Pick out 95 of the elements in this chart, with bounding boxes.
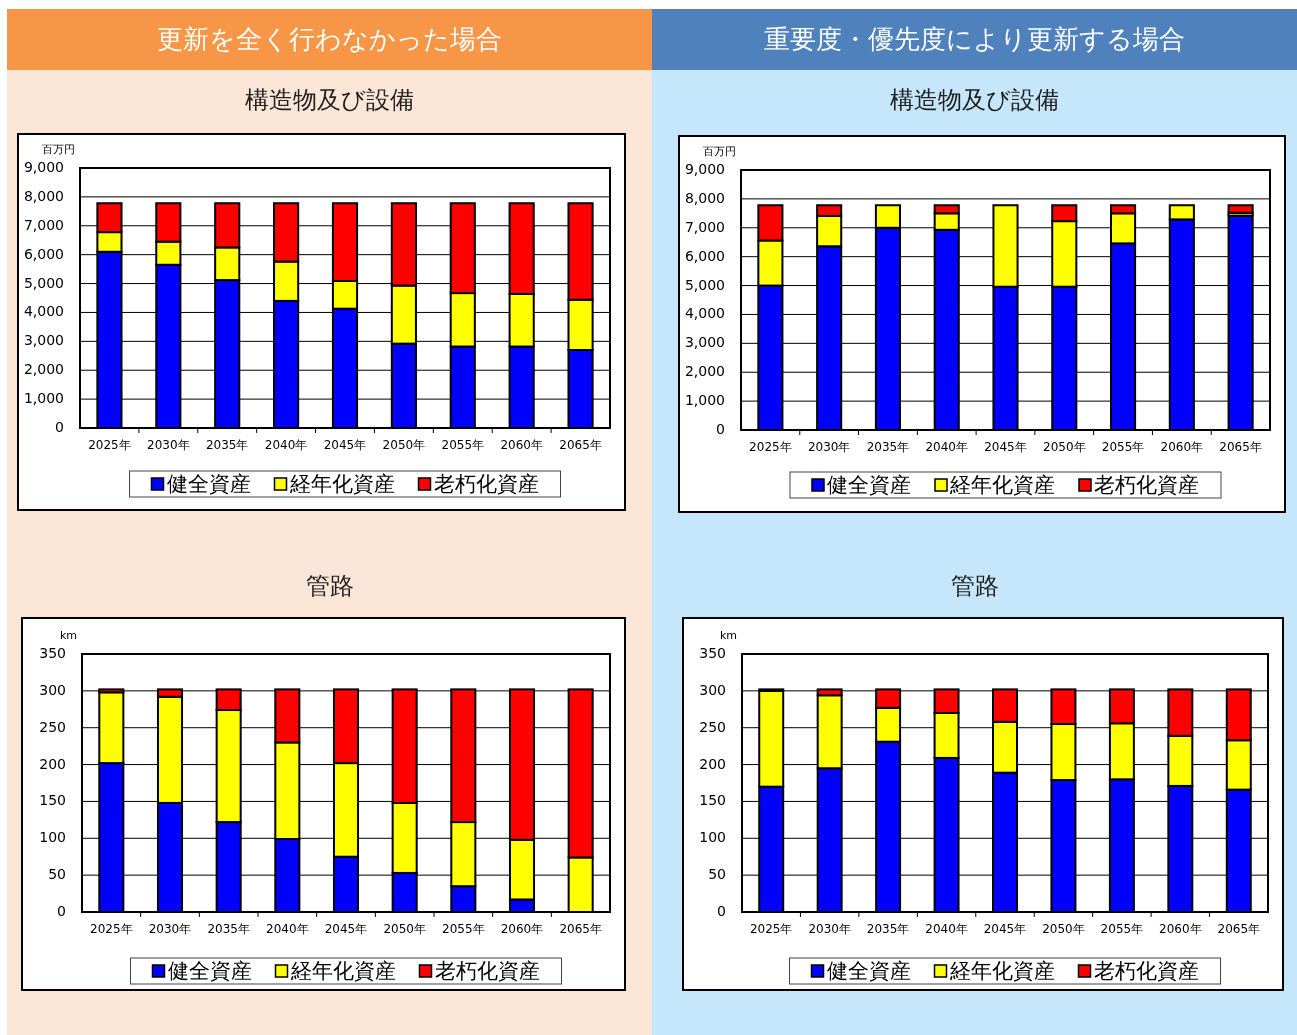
x-tick-label: 2025年 bbox=[88, 437, 131, 452]
y-tick-label: 0 bbox=[716, 421, 725, 437]
y-tick-label: 3,000 bbox=[23, 332, 64, 349]
x-tick-label: 2060年 bbox=[500, 437, 543, 452]
chart-title: 重要度・優先度により更新する場合 bbox=[764, 24, 1185, 54]
x-tick-label: 2040年 bbox=[925, 439, 968, 454]
x-tick-label: 2060年 bbox=[500, 921, 544, 936]
x-tick-label: 2060年 bbox=[1159, 921, 1202, 936]
legend-label: 経年化資産 bbox=[288, 472, 395, 496]
y-tick-label: 7,000 bbox=[23, 216, 64, 233]
chart-subtitle: 構造物及び設備 bbox=[245, 86, 414, 114]
legend-label: 経年化資産 bbox=[289, 959, 396, 983]
y-tick-label: 50 bbox=[48, 866, 66, 883]
y-tick-label: 4,000 bbox=[684, 305, 725, 322]
x-tick-label: 2040年 bbox=[266, 921, 309, 936]
y-axis-title: 百万円 bbox=[703, 145, 736, 158]
chart-title: 更新を全く行わなかった場合 bbox=[157, 24, 502, 54]
y-tick-label: 150 bbox=[699, 792, 726, 809]
x-tick-label: 2025年 bbox=[90, 921, 133, 936]
y-tick-label: 1,000 bbox=[23, 390, 64, 407]
legend-label: 老朽化資産 bbox=[1093, 959, 1199, 983]
y-tick-label: 200 bbox=[699, 755, 726, 772]
y-tick-label: 100 bbox=[699, 829, 726, 846]
legend-label: 経年化資産 bbox=[948, 959, 1055, 983]
chart-title: 管路 bbox=[305, 572, 354, 600]
x-tick-label: 2030年 bbox=[147, 437, 190, 452]
y-tick-label: 9,000 bbox=[23, 159, 64, 175]
y-tick-label: 250 bbox=[39, 718, 66, 735]
y-tick-label: 4,000 bbox=[23, 303, 64, 320]
x-tick-label: 2055年 bbox=[441, 437, 485, 452]
x-tick-label: 2045年 bbox=[984, 439, 1027, 454]
x-tick-label: 2025年 bbox=[749, 439, 792, 454]
x-tick-label: 2055年 bbox=[1100, 921, 1144, 936]
legend-label: 健全資産 bbox=[167, 959, 252, 983]
x-tick-label: 2035年 bbox=[866, 439, 910, 454]
x-tick-label: 2065年 bbox=[1217, 921, 1261, 936]
x-tick-label: 2045年 bbox=[983, 921, 1027, 936]
x-tick-label: 2065年 bbox=[1219, 439, 1262, 454]
y-tick-label: 2,000 bbox=[684, 363, 725, 380]
x-tick-label: 2030年 bbox=[807, 439, 851, 454]
y-axis-title: km bbox=[59, 629, 77, 642]
chart-subtitle: 構造物及び設備 bbox=[890, 86, 1059, 114]
x-tick-label: 2065年 bbox=[559, 921, 602, 936]
x-tick-label: 2060年 bbox=[1160, 439, 1204, 454]
bar bbox=[1227, 204, 1254, 214]
y-tick-label: 5,000 bbox=[684, 276, 725, 293]
x-tick-label: 2065年 bbox=[559, 437, 602, 452]
y-tick-label: 1,000 bbox=[684, 392, 725, 409]
y-tick-label: 50 bbox=[708, 866, 726, 883]
y-tick-label: 3,000 bbox=[684, 334, 725, 351]
y-tick-label: 5,000 bbox=[23, 274, 64, 291]
x-tick-label: 2050年 bbox=[1043, 439, 1086, 454]
x-tick-label: 2045年 bbox=[324, 921, 368, 936]
y-tick-label: 300 bbox=[699, 681, 726, 698]
legend-label: 老朽化資産 bbox=[433, 472, 539, 496]
y-tick-label: 350 bbox=[699, 645, 726, 661]
y-tick-label: 250 bbox=[699, 718, 726, 735]
x-tick-label: 2045年 bbox=[323, 437, 367, 452]
y-tick-label: 350 bbox=[39, 645, 66, 661]
x-tick-label: 2040年 bbox=[264, 437, 308, 452]
legend-label: 健全資産 bbox=[826, 959, 911, 983]
legend-label: 老朽化資産 bbox=[434, 959, 540, 983]
y-tick-label: 200 bbox=[39, 755, 66, 772]
y-tick-label: 100 bbox=[39, 829, 66, 846]
y-tick-label: 9,000 bbox=[684, 161, 725, 177]
y-tick-label: 0 bbox=[55, 419, 64, 435]
x-tick-label: 2050年 bbox=[1042, 921, 1085, 936]
x-tick-label: 2035年 bbox=[207, 921, 250, 936]
y-axis-title: km bbox=[719, 629, 737, 642]
y-tick-label: 6,000 bbox=[684, 247, 725, 264]
y-tick-label: 2,000 bbox=[23, 361, 64, 378]
y-tick-label: 6,000 bbox=[23, 245, 64, 262]
y-tick-label: 8,000 bbox=[684, 189, 725, 206]
legend-label: 経年化資産 bbox=[949, 473, 1055, 497]
y-tick-label: 8,000 bbox=[23, 187, 64, 204]
x-tick-label: 2055年 bbox=[442, 921, 485, 936]
x-tick-label: 2030年 bbox=[148, 921, 192, 936]
y-tick-label: 0 bbox=[57, 903, 66, 919]
y-tick-label: 150 bbox=[39, 792, 66, 809]
x-tick-label: 2055年 bbox=[1101, 439, 1145, 454]
legend-label: 健全資産 bbox=[166, 472, 251, 496]
x-tick-label: 2050年 bbox=[382, 437, 426, 452]
legend-label: 老朽化資産 bbox=[1094, 473, 1199, 497]
y-tick-label: 0 bbox=[717, 903, 726, 919]
x-tick-label: 2035年 bbox=[205, 437, 249, 452]
x-tick-label: 2050年 bbox=[383, 921, 426, 936]
x-tick-label: 2040年 bbox=[925, 921, 968, 936]
y-tick-label: 300 bbox=[39, 681, 66, 698]
x-tick-label: 2030年 bbox=[808, 921, 851, 936]
y-axis-title: 百万円 bbox=[42, 143, 75, 156]
y-tick-label: 7,000 bbox=[684, 218, 725, 235]
x-tick-label: 2025年 bbox=[749, 921, 793, 936]
chart-title: 管路 bbox=[950, 572, 999, 600]
x-tick-label: 2035年 bbox=[866, 921, 910, 936]
legend-label: 健全資産 bbox=[827, 473, 911, 497]
